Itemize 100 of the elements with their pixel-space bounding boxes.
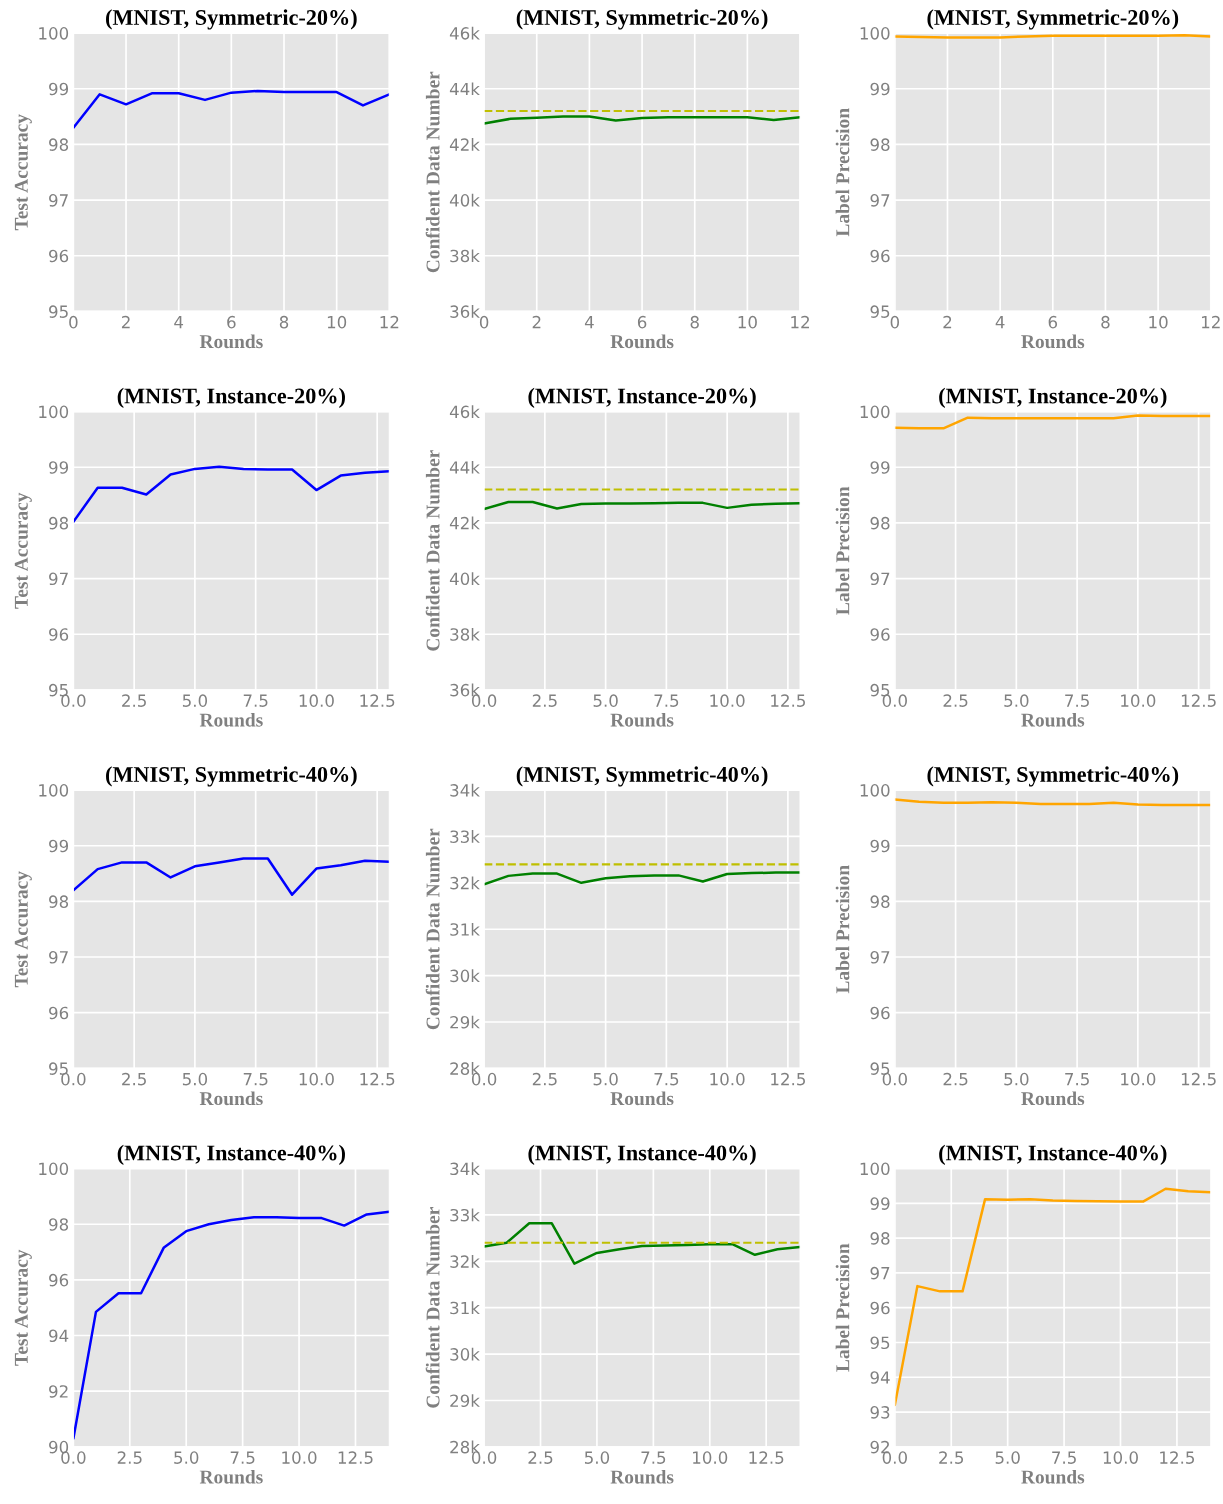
x-tick-label: 6 xyxy=(1048,315,1058,329)
x-tick-label: 4 xyxy=(995,316,1005,329)
x-tick-label: 12.5 xyxy=(1181,694,1216,707)
y-tick-label: 98 xyxy=(49,516,69,530)
x-tick-label: 2.5 xyxy=(943,1072,968,1086)
x-tick-label: 2.5 xyxy=(122,1072,146,1086)
x-axis-title: Rounds xyxy=(610,334,674,349)
x-tick-label: 5.0 xyxy=(995,1451,1020,1464)
x-tick-label: 12.5 xyxy=(771,1072,805,1086)
x-tick-label: 6 xyxy=(637,315,647,329)
y-tick-label: 34k xyxy=(450,783,480,797)
x-tick-label: 2 xyxy=(121,315,130,329)
y-tick-label: 98 xyxy=(870,895,890,908)
x-tick-label: 10.0 xyxy=(710,694,745,707)
y-tick-label: 31k xyxy=(450,1301,480,1315)
y-axis-title: Test Accuracy xyxy=(14,871,32,988)
y-tick-label: 96 xyxy=(49,628,69,641)
chart-title: (MNIST, Symmetric-40%) xyxy=(927,766,1179,787)
y-tick-label: 44k xyxy=(449,82,480,96)
line-series xyxy=(894,1187,1211,1407)
x-tick-label: 2.5 xyxy=(943,694,968,707)
line-series xyxy=(73,1210,390,1440)
x-tick-label: 10 xyxy=(327,315,347,329)
y-tick-label: 33k xyxy=(450,830,480,844)
x-tick-label: 7.5 xyxy=(1065,694,1089,707)
x-tick-label: 7.5 xyxy=(243,694,268,707)
x-axis-title: Rounds xyxy=(199,334,263,349)
y-tick-label: 97 xyxy=(870,194,890,207)
x-axis-title: Rounds xyxy=(1021,334,1085,349)
y-tick-label: 32k xyxy=(450,876,480,890)
x-axis-title: Rounds xyxy=(199,1469,263,1484)
x-axis-title: Rounds xyxy=(610,1469,674,1484)
y-tick-label: 96 xyxy=(870,1006,890,1020)
x-tick-label: 10.0 xyxy=(1121,694,1156,707)
chart-title: (MNIST, Instance-40%) xyxy=(117,1144,345,1165)
y-tick-label: 100 xyxy=(860,1162,890,1176)
x-tick-label: 10.0 xyxy=(1103,1451,1138,1464)
y-axis-title: Label Precision xyxy=(835,865,850,994)
y-tick-label: 97 xyxy=(49,194,68,207)
y-tick-label: 31k xyxy=(450,922,480,936)
line-series xyxy=(73,465,390,524)
y-tick-label: 98 xyxy=(49,895,69,908)
x-tick-label: 7.5 xyxy=(654,694,679,707)
y-axis-title: Confident Data Number xyxy=(425,1207,440,1408)
line-series xyxy=(484,1222,801,1265)
y-tick-label: 96 xyxy=(870,628,890,641)
x-tick-label: 5.0 xyxy=(1004,1072,1029,1086)
x-tick-label: 5.0 xyxy=(593,1072,618,1086)
x-tick-label: 7.5 xyxy=(243,1073,268,1086)
x-tick-label: 8 xyxy=(1101,315,1110,329)
x-tick-label: 12.5 xyxy=(771,694,805,707)
x-axis-title: Rounds xyxy=(199,1091,263,1106)
y-tick-label: 99 xyxy=(49,461,69,474)
y-tick-label: 100 xyxy=(860,784,890,797)
y-axis-title: Test Accuracy xyxy=(14,114,32,231)
y-tick-label: 98 xyxy=(870,138,890,151)
y-tick-label: 100 xyxy=(39,784,69,797)
x-tick-label: 12 xyxy=(1202,315,1220,329)
x-tick-label: 12.5 xyxy=(360,694,395,707)
y-tick-label: 42k xyxy=(449,516,480,530)
y-tick-label: 95 xyxy=(49,305,68,318)
y-tick-label: 93 xyxy=(870,1406,890,1419)
chart-title: (MNIST, Symmetric-40%) xyxy=(106,766,357,787)
x-tick-label: 5.0 xyxy=(182,1072,208,1086)
y-tick-label: 97 xyxy=(870,951,890,964)
chart-title: (MNIST, Symmetric-20%) xyxy=(516,9,768,30)
x-tick-label: 5.0 xyxy=(1004,694,1029,707)
y-tick-label: 96 xyxy=(49,1006,69,1020)
line-series xyxy=(73,857,390,896)
y-tick-label: 98 xyxy=(870,516,890,530)
x-tick-label: 12.5 xyxy=(1181,1072,1216,1086)
chart-title: (MNIST, Instance-40%) xyxy=(939,1144,1167,1165)
y-tick-label: 34k xyxy=(450,1162,480,1176)
x-tick-label: 7.5 xyxy=(1052,1451,1076,1464)
y-tick-label: 99 xyxy=(870,1197,890,1210)
x-tick-label: 6 xyxy=(227,315,236,329)
y-tick-label: 96 xyxy=(49,249,69,263)
x-tick-label: 5.0 xyxy=(182,694,208,707)
y-tick-label: 94 xyxy=(49,1329,69,1343)
y-tick-label: 95 xyxy=(870,305,890,318)
x-tick-label: 2.5 xyxy=(122,694,146,707)
x-tick-label: 0 xyxy=(479,315,489,329)
chart-title: (MNIST, Symmetric-20%) xyxy=(106,9,357,30)
x-tick-label: 7.5 xyxy=(1065,1073,1089,1086)
y-tick-label: 99 xyxy=(870,839,890,853)
y-axis-title: Label Precision xyxy=(835,1243,850,1372)
chart-title: (MNIST, Symmetric-20%) xyxy=(927,9,1179,30)
x-tick-label: 5.0 xyxy=(174,1451,199,1464)
y-tick-label: 98 xyxy=(870,1232,890,1245)
x-tick-label: 0 xyxy=(69,315,78,329)
x-tick-label: 7.5 xyxy=(641,1451,666,1464)
y-tick-label: 40k xyxy=(449,572,480,586)
y-axis-title: Label Precision xyxy=(835,486,850,615)
x-tick-label: 8 xyxy=(690,315,699,329)
x-tick-label: 10.0 xyxy=(710,1072,745,1086)
y-tick-label: 97 xyxy=(870,1266,890,1280)
x-tick-label: 10.0 xyxy=(693,1451,728,1464)
y-tick-label: 98 xyxy=(49,138,69,151)
y-tick-label: 97 xyxy=(870,572,890,586)
x-tick-label: 2.5 xyxy=(528,1451,553,1464)
